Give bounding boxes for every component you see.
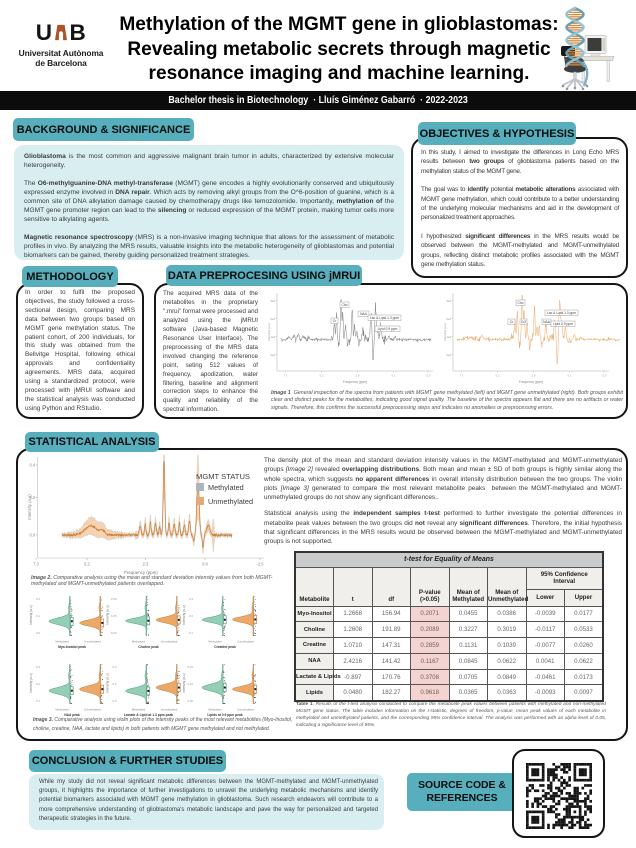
svg-text:Cho: Cho <box>341 303 347 307</box>
svg-text:7.3: 7.3 <box>33 562 39 567</box>
svg-text:0.2: 0.2 <box>112 682 116 686</box>
svg-text:Methylated: Methylated <box>132 640 146 644</box>
svg-text:0.3: 0.3 <box>189 597 193 601</box>
svg-text:Frequency (ppm): Frequency (ppm) <box>519 380 543 384</box>
svg-text:0e4: 0e4 <box>270 353 275 357</box>
svg-text:-2.5: -2.5 <box>256 562 264 567</box>
svg-text:0.1: 0.1 <box>189 631 193 635</box>
svg-text:1e4: 1e4 <box>270 335 275 339</box>
svg-text:Frequency (ppm): Frequency (ppm) <box>124 570 158 575</box>
svg-text:0.10: 0.10 <box>187 682 193 686</box>
svg-text:Methylated: Methylated <box>55 640 69 644</box>
svg-text:0.25: 0.25 <box>111 614 117 618</box>
svg-text:0.0: 0.0 <box>112 699 116 703</box>
svg-text:0.4: 0.4 <box>112 665 116 669</box>
svg-text:2.3: 2.3 <box>143 562 149 567</box>
svg-text:Unmethylated: Unmethylated <box>237 640 254 644</box>
svg-text:Unmethylated: Unmethylated <box>161 708 178 712</box>
svg-text:Cr2: Cr2 <box>521 320 526 324</box>
svg-text:3e4: 3e4 <box>270 299 275 303</box>
svg-text:-2.3: -2.3 <box>426 374 431 378</box>
svg-text:0.0: 0.0 <box>29 533 35 538</box>
svg-text:Intensity (a.u): Intensity (a.u) <box>29 673 33 692</box>
svg-text:Intensity (a.u): Intensity (a.u) <box>106 673 110 692</box>
svg-text:Creatine peak: Creatine peak <box>214 645 236 649</box>
svg-text:Methylated: Methylated <box>55 708 69 712</box>
svg-text:3e4: 3e4 <box>446 299 451 303</box>
svg-text:Cr: Cr <box>510 320 514 324</box>
svg-text:Methylated: Methylated <box>208 708 222 712</box>
svg-text:Lactate & Lipid at 1.3 ppm pea: Lactate & Lipid at 1.3 ppm peak <box>124 713 173 717</box>
svg-text:7.7: 7.7 <box>460 374 464 378</box>
svg-text:0.1: 0.1 <box>36 614 40 618</box>
svg-text:Lac & Lipid 1.3 ppm: Lac & Lipid 1.3 ppm <box>370 316 399 320</box>
svg-text:Intensity (a.u): Intensity (a.u) <box>182 605 186 624</box>
svg-text:0.2: 0.2 <box>36 682 40 686</box>
svg-text:Methylated: Methylated <box>132 708 146 712</box>
svg-text:NAA: NAA <box>360 312 368 316</box>
svg-text:NAA: NAA <box>543 320 551 324</box>
svg-text:NAA peak: NAA peak <box>64 713 80 717</box>
svg-text:0.2: 0.2 <box>36 597 40 601</box>
svg-text:Intensity (a.u): Intensity (a.u) <box>29 605 33 624</box>
svg-text:0.1: 0.1 <box>568 374 572 378</box>
svg-text:0.2: 0.2 <box>189 614 193 618</box>
svg-text:Myo-Inositol peak: Myo-Inositol peak <box>58 645 86 649</box>
svg-text:0.3: 0.3 <box>36 665 40 669</box>
svg-text:0.2: 0.2 <box>29 495 35 500</box>
svg-text:5.2: 5.2 <box>496 374 500 378</box>
svg-text:0.1: 0.1 <box>36 699 40 703</box>
svg-text:Lipid 0.9 ppm: Lipid 0.9 ppm <box>378 327 398 331</box>
svg-text:5.2: 5.2 <box>320 374 324 378</box>
svg-text:Unmethylated: Unmethylated <box>84 708 101 712</box>
svg-text:Lac & Lipid 1.3 ppm: Lac & Lipid 1.3 ppm <box>547 311 576 315</box>
svg-text:Methylated: Methylated <box>208 640 222 644</box>
svg-text:0.15: 0.15 <box>187 665 193 669</box>
svg-text:Cr: Cr <box>333 319 337 323</box>
svg-text:0.8: 0.8 <box>202 562 208 567</box>
svg-text:0.1: 0.1 <box>392 374 396 378</box>
svg-text:Unmethylated: Unmethylated <box>161 640 178 644</box>
svg-text:Unmethylated: Unmethylated <box>84 640 101 644</box>
svg-text:7.7: 7.7 <box>284 374 288 378</box>
svg-text:2.6: 2.6 <box>532 374 536 378</box>
svg-text:Intensity (a.u): Intensity (a.u) <box>27 494 32 520</box>
svg-text:1e4: 1e4 <box>446 335 451 339</box>
svg-text:2.6: 2.6 <box>356 374 360 378</box>
svg-text:Intensity (a.u): Intensity (a.u) <box>182 673 186 692</box>
svg-text:Choline peak: Choline peak <box>138 645 159 649</box>
svg-text:0.05: 0.05 <box>187 699 193 703</box>
svg-text:2e4: 2e4 <box>270 317 275 321</box>
svg-text:0e4: 0e4 <box>446 353 451 357</box>
svg-text:-2.3: -2.3 <box>602 374 607 378</box>
svg-text:0.00: 0.00 <box>111 631 117 635</box>
svg-text:Lipids at 0.9 ppm peak: Lipids at 0.9 ppm peak <box>207 713 243 717</box>
svg-text:5.2: 5.2 <box>84 562 90 567</box>
svg-text:0.4: 0.4 <box>29 463 35 468</box>
svg-text:0.0: 0.0 <box>36 631 40 635</box>
svg-text:0.50: 0.50 <box>111 597 117 601</box>
svg-text:Cho: Cho <box>517 301 523 305</box>
svg-text:Intensity (a.u): Intensity (a.u) <box>106 605 110 624</box>
svg-text:Unmethylated: Unmethylated <box>237 708 254 712</box>
svg-text:Intensity (a.u): Intensity (a.u) <box>267 323 271 341</box>
svg-text:Frequency (ppm): Frequency (ppm) <box>343 380 367 384</box>
svg-text:Intensity (a.u): Intensity (a.u) <box>443 323 447 341</box>
svg-text:Lipid 0.9 ppm: Lipid 0.9 ppm <box>553 322 573 326</box>
svg-text:2e4: 2e4 <box>446 317 451 321</box>
